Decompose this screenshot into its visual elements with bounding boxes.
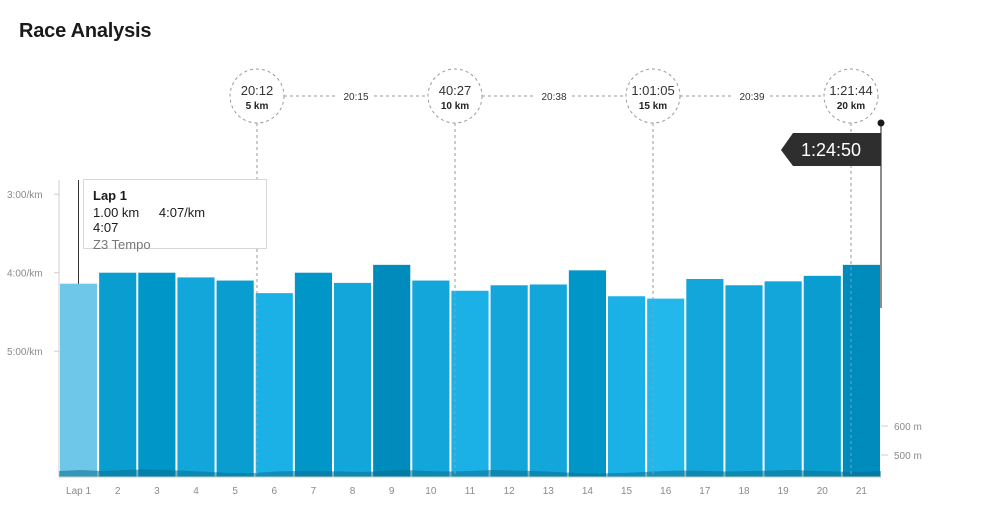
lap-tick-label: 7 bbox=[311, 486, 317, 497]
tooltip-time: 4:07 bbox=[93, 220, 119, 235]
lap-bar bbox=[842, 264, 880, 477]
tooltip-pace: 4:07/km bbox=[158, 205, 206, 220]
lap-tick-label: 9 bbox=[389, 486, 395, 497]
lap-bar bbox=[334, 282, 372, 477]
lap-tick-label: 18 bbox=[738, 486, 750, 497]
milestone-time: 1:01:05 bbox=[631, 83, 674, 98]
lap-bar bbox=[99, 272, 137, 477]
milestone-distance: 20 km bbox=[837, 101, 865, 112]
lap-bar bbox=[490, 285, 528, 477]
lap-tick-label: 12 bbox=[504, 486, 516, 497]
elevation-tick-label: 500 m bbox=[894, 451, 922, 462]
lap-bar bbox=[255, 293, 293, 477]
lap-bar bbox=[764, 281, 802, 477]
pace-tick-label: 5:00/km bbox=[7, 347, 43, 358]
milestone-marker bbox=[823, 68, 879, 124]
pace-tick-label: 4:00/km bbox=[7, 269, 43, 280]
pace-tick-label: 3:00/km bbox=[7, 190, 43, 201]
lap-tick-label: 8 bbox=[350, 486, 356, 497]
lap-tick-label: 6 bbox=[272, 486, 278, 497]
milestone-marker bbox=[229, 68, 285, 124]
lap-tick-label: 5 bbox=[232, 486, 238, 497]
elevation-tick-label: 600 m bbox=[894, 422, 922, 433]
tooltip-stats: 1.00 km 4:07/km 4:07 bbox=[93, 205, 257, 235]
lap-bar bbox=[216, 280, 254, 477]
split-label-bg bbox=[734, 88, 770, 104]
lap-bar bbox=[529, 284, 567, 477]
lap-bar bbox=[373, 264, 411, 477]
lap-tick-label: 2 bbox=[115, 486, 121, 497]
lap-bar-selected bbox=[60, 283, 98, 477]
milestone-marker bbox=[427, 68, 483, 124]
split-label-bg bbox=[536, 88, 572, 104]
lap-tick-label: 19 bbox=[778, 486, 790, 497]
lap-tick-label: 16 bbox=[660, 486, 672, 497]
milestone-time: 40:27 bbox=[439, 83, 472, 98]
split-time: 20:15 bbox=[343, 92, 368, 103]
split-time: 20:38 bbox=[541, 92, 566, 103]
milestone-time: 20:12 bbox=[241, 83, 274, 98]
lap-bar bbox=[294, 272, 332, 477]
lap-bar bbox=[803, 275, 841, 477]
lap-bar bbox=[451, 290, 489, 477]
lap-tick-label: 17 bbox=[699, 486, 711, 497]
lap-tick-label: 3 bbox=[154, 486, 160, 497]
tooltip-title: Lap 1 bbox=[93, 188, 127, 203]
milestone-distance: 10 km bbox=[441, 101, 469, 112]
lap-bar bbox=[725, 285, 763, 477]
lap-bar bbox=[686, 278, 724, 477]
elevation-profile bbox=[59, 469, 881, 477]
lap-bar bbox=[568, 270, 606, 477]
finish-flag bbox=[781, 133, 881, 166]
lap-tick-label: 20 bbox=[817, 486, 829, 497]
lap-tick-label: 4 bbox=[193, 486, 199, 497]
split-label-bg bbox=[338, 88, 374, 104]
page-title: Race Analysis bbox=[19, 20, 152, 42]
tooltip-distance: 1.00 km bbox=[93, 205, 140, 220]
lap-bar bbox=[608, 296, 646, 477]
lap-tick-label: Lap 1 bbox=[66, 486, 91, 497]
lap-bar bbox=[177, 277, 215, 477]
finish-pole-top bbox=[877, 119, 885, 127]
lap-tick-label: 11 bbox=[465, 486, 476, 497]
milestone-distance: 15 km bbox=[639, 101, 667, 112]
lap-tick-label: 10 bbox=[425, 486, 437, 497]
split-time: 20:39 bbox=[739, 92, 764, 103]
lap-tick-label: 15 bbox=[621, 486, 633, 497]
milestone-marker bbox=[625, 68, 681, 124]
milestone-time: 1:21:44 bbox=[829, 83, 872, 98]
milestone-distance: 5 km bbox=[246, 101, 269, 112]
lap-bar bbox=[138, 272, 176, 477]
lap-tick-label: 14 bbox=[582, 486, 594, 497]
lap-tick-label: 13 bbox=[543, 486, 555, 497]
tooltip-zone: Z3 Tempo bbox=[93, 237, 151, 252]
lap-bar bbox=[412, 280, 450, 477]
lap-tick-label: 21 bbox=[856, 486, 868, 497]
lap-tooltip: Lap 1 1.00 km 4:07/km 4:07 Z3 Tempo bbox=[83, 179, 267, 252]
finish-time: 1:24:50 bbox=[801, 140, 861, 160]
